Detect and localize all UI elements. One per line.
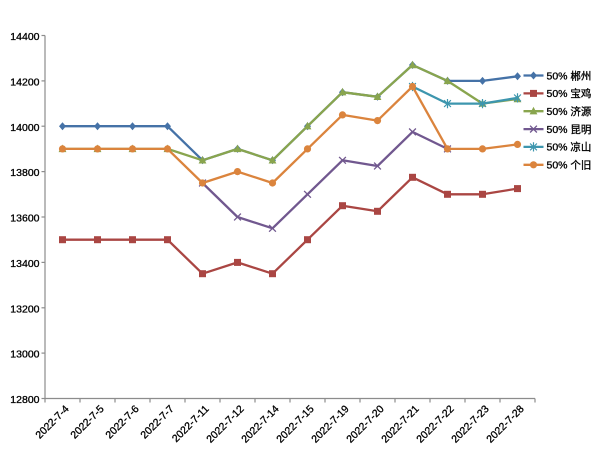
svg-text:14400: 14400 bbox=[10, 31, 39, 43]
svg-text:13800: 13800 bbox=[10, 167, 39, 179]
svg-text:50% 凉山: 50% 凉山 bbox=[547, 141, 592, 154]
svg-text:50% 宝鸡: 50% 宝鸡 bbox=[547, 87, 592, 100]
svg-text:50% 郴州: 50% 郴州 bbox=[547, 69, 592, 82]
svg-text:12800: 12800 bbox=[10, 394, 39, 406]
svg-text:13400: 13400 bbox=[10, 258, 39, 270]
svg-text:13000: 13000 bbox=[10, 349, 39, 361]
svg-text:14200: 14200 bbox=[10, 77, 39, 89]
svg-text:13600: 13600 bbox=[10, 213, 39, 225]
svg-text:50% 个旧: 50% 个旧 bbox=[547, 160, 592, 172]
svg-text:14000: 14000 bbox=[10, 122, 39, 134]
svg-text:13200: 13200 bbox=[10, 303, 39, 315]
svg-text:50% 昆明: 50% 昆明 bbox=[547, 124, 592, 136]
svg-text:50% 济源: 50% 济源 bbox=[547, 105, 592, 118]
